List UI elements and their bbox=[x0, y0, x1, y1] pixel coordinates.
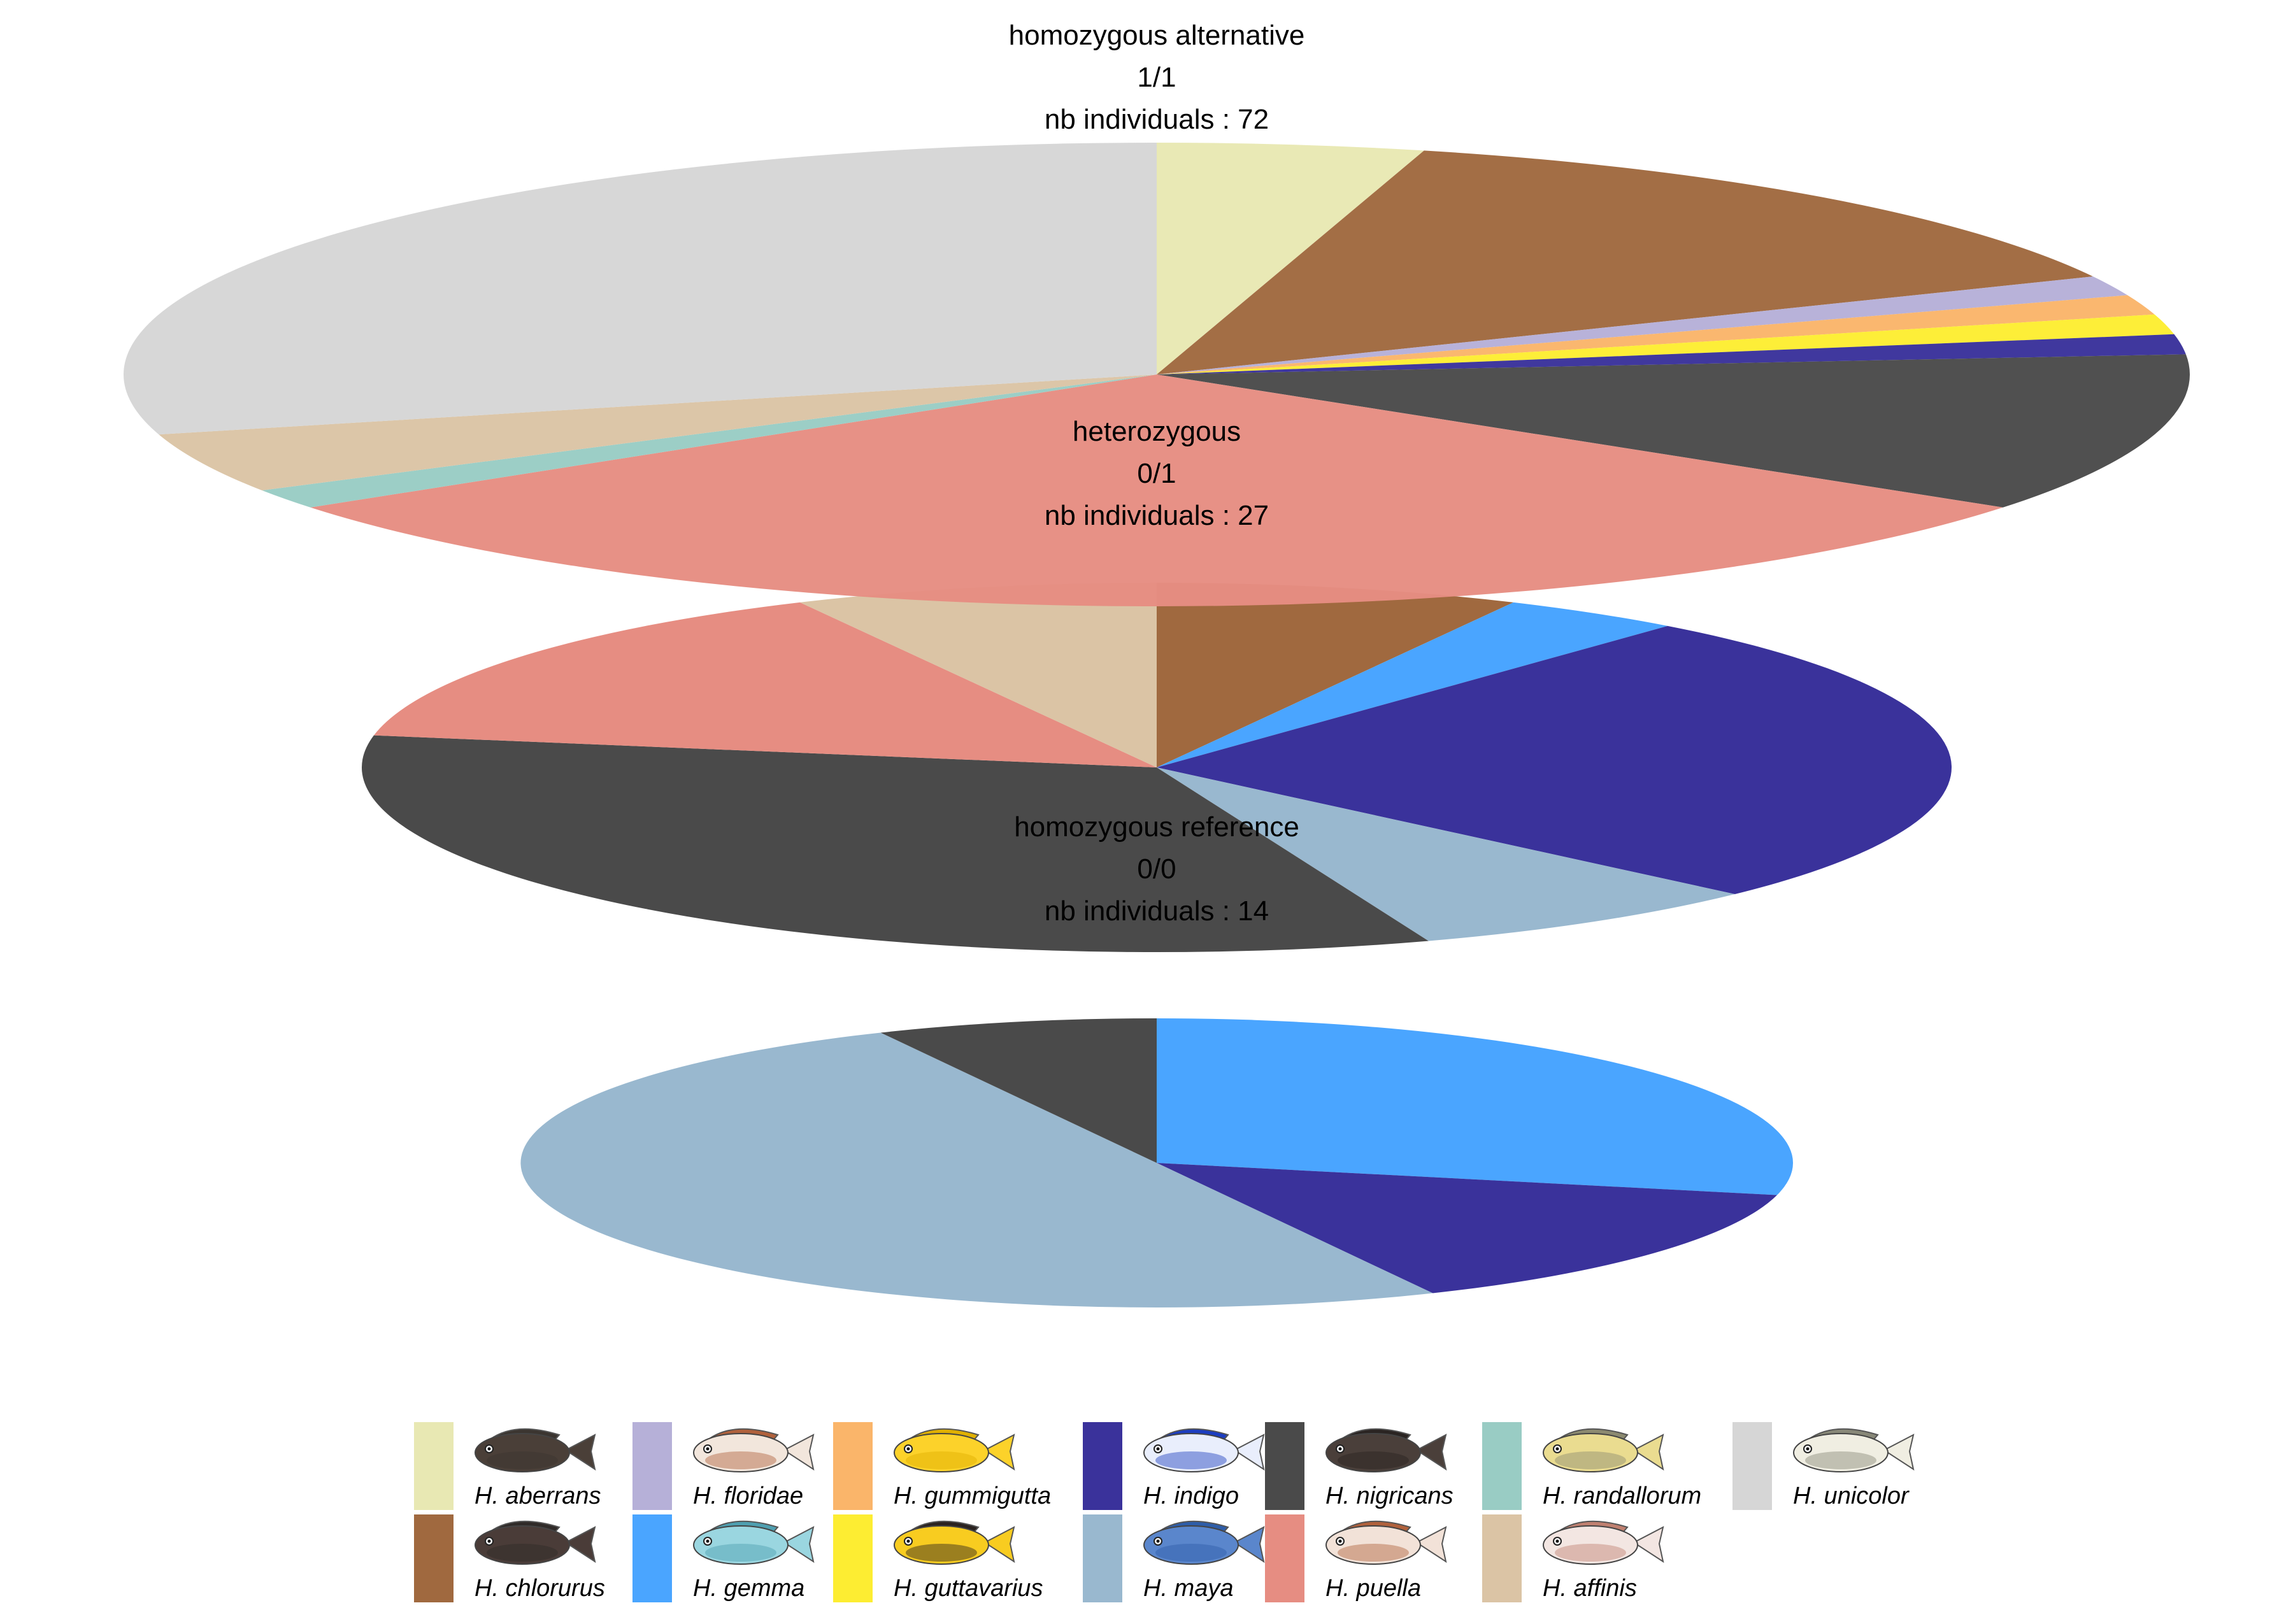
pie-2-slice-h-gemma bbox=[1157, 602, 1668, 767]
legend-label-h-chlorurus: H. chlorurus bbox=[475, 1575, 605, 1602]
legend-item-h-nigricans: H. nigricans bbox=[1265, 1422, 1454, 1510]
fish-puella-icon bbox=[1325, 1520, 1447, 1565]
pie-1-slice-h-guttavarius bbox=[1157, 314, 2175, 374]
legend-label-h-floridae: H. floridae bbox=[693, 1483, 803, 1509]
legend-swatch-h-indigo bbox=[1083, 1422, 1122, 1510]
pie-1-slice-h-floridae bbox=[1157, 276, 2128, 374]
pie-1-slice-h-puella bbox=[310, 374, 2003, 606]
legend-label-h-indigo: H. indigo bbox=[1143, 1483, 1239, 1509]
pie-2-title-line-2: 0/1 bbox=[1137, 458, 1176, 489]
pie-2-slice-h-affinis bbox=[799, 583, 1157, 767]
legend-label-h-nigricans: H. nigricans bbox=[1325, 1483, 1454, 1509]
fish-maya-icon bbox=[1143, 1520, 1265, 1565]
legend-item-h-guttavarius: H. guttavarius bbox=[833, 1514, 1043, 1602]
legend-swatch-h-puella bbox=[1265, 1514, 1304, 1602]
legend-label-h-gemma: H. gemma bbox=[693, 1575, 804, 1602]
legend-item-h-gummigutta: H. gummigutta bbox=[833, 1422, 1051, 1510]
fish-aberrans-icon bbox=[475, 1428, 596, 1472]
pie-3-slice-h-gemma bbox=[1157, 1018, 1793, 1195]
legend-item-h-indigo: H. indigo bbox=[1083, 1422, 1265, 1510]
legend-swatch-h-chlorurus bbox=[414, 1514, 454, 1602]
legend-swatch-h-unicolor bbox=[1732, 1422, 1772, 1510]
pie-1-slice-h-unicolor bbox=[124, 143, 1157, 435]
legend-item-h-affinis: H. affinis bbox=[1482, 1514, 1664, 1602]
pie-2 bbox=[361, 583, 1952, 952]
fish-chlorurus-icon bbox=[475, 1520, 596, 1565]
pie-1-title-line-2: 1/1 bbox=[1137, 62, 1176, 93]
legend-label-h-randallorum: H. randallorum bbox=[1543, 1483, 1701, 1509]
legend-item-h-unicolor: H. unicolor bbox=[1732, 1422, 1915, 1510]
legend-label-h-maya: H. maya bbox=[1143, 1575, 1233, 1602]
pie-1-slice-h-affinis bbox=[159, 374, 1157, 490]
fish-unicolor-icon bbox=[1793, 1428, 1915, 1472]
legend-swatch-h-maya bbox=[1083, 1514, 1122, 1602]
legend-swatch-h-nigricans bbox=[1265, 1422, 1304, 1510]
legend-label-h-affinis: H. affinis bbox=[1543, 1575, 1637, 1602]
pie-3-slice-h-maya bbox=[520, 1032, 1433, 1307]
legend-item-h-maya: H. maya bbox=[1083, 1514, 1265, 1602]
pie-3 bbox=[520, 1018, 1793, 1307]
legend-swatch-h-guttavarius bbox=[833, 1514, 873, 1602]
pie-titles: homozygous alternative 1/1 nb individuals … bbox=[1009, 20, 1305, 927]
fish-gemma-icon bbox=[693, 1520, 815, 1565]
fish-affinis-icon bbox=[1543, 1520, 1664, 1565]
pie-1-slice-h-randallorum bbox=[262, 374, 1157, 508]
pie-1-title-line-1: homozygous alternative bbox=[1009, 20, 1305, 51]
legend-swatch-h-gummigutta bbox=[833, 1422, 873, 1510]
legend-swatch-h-randallorum bbox=[1482, 1422, 1522, 1510]
pie-3-title-line-1: homozygous reference bbox=[1014, 811, 1299, 843]
pie-2-slice-h-puella bbox=[373, 602, 1157, 767]
pie-1-slice-h-chlorurus bbox=[1157, 150, 2094, 374]
pie-1-slice-h-gummigutta bbox=[1157, 295, 2155, 374]
pie-2-title-line-3: nb individuals : 27 bbox=[1045, 500, 1269, 531]
legend-item-h-aberrans: H. aberrans bbox=[414, 1422, 601, 1510]
pie-1-slice-h-aberrans bbox=[1157, 143, 1424, 374]
legend-label-h-gummigutta: H. gummigutta bbox=[894, 1483, 1051, 1509]
pie-2-slice-h-indigo bbox=[1157, 625, 1952, 895]
legend-item-h-randallorum: H. randallorum bbox=[1482, 1422, 1701, 1510]
legend: H. aberrans H. floridae H. gummigutta H. in… bbox=[414, 1422, 1915, 1602]
pie-1-title-line-3: nb individuals : 72 bbox=[1045, 104, 1269, 135]
pie-1 bbox=[124, 143, 2190, 606]
fish-guttavarius-icon bbox=[894, 1520, 1015, 1565]
pies-layer bbox=[124, 143, 2190, 1307]
pie-2-slice-h-maya bbox=[1157, 767, 1735, 941]
legend-label-h-aberrans: H. aberrans bbox=[475, 1483, 601, 1509]
pie-2-slice-h-chlorurus bbox=[1157, 583, 1514, 767]
pie-2-slice-h-nigricans bbox=[361, 735, 1429, 952]
fish-randallorum-icon bbox=[1543, 1428, 1664, 1472]
pie-3-title-line-2: 0/0 bbox=[1137, 853, 1176, 885]
fish-gummigutta-icon bbox=[894, 1428, 1015, 1472]
legend-label-h-unicolor: H. unicolor bbox=[1793, 1483, 1910, 1509]
legend-swatch-h-aberrans bbox=[414, 1422, 454, 1510]
fish-nigricans-icon bbox=[1325, 1428, 1447, 1472]
pie-1-slice-h-indigo bbox=[1157, 334, 2186, 374]
pie-3-title-line-3: nb individuals : 14 bbox=[1045, 895, 1269, 927]
legend-label-h-puella: H. puella bbox=[1325, 1575, 1421, 1602]
legend-item-h-puella: H. puella bbox=[1265, 1514, 1447, 1602]
legend-swatch-h-affinis bbox=[1482, 1514, 1522, 1602]
legend-label-h-guttavarius: H. guttavarius bbox=[894, 1575, 1043, 1602]
pie-3-slice-h-nigricans bbox=[880, 1018, 1157, 1163]
fish-floridae-icon bbox=[693, 1428, 815, 1472]
legend-swatch-h-gemma bbox=[632, 1514, 672, 1602]
legend-item-h-chlorurus: H. chlorurus bbox=[414, 1514, 605, 1602]
legend-item-h-gemma: H. gemma bbox=[632, 1514, 815, 1602]
pie-1-slice-h-nigricans bbox=[1157, 354, 2190, 508]
legend-item-h-floridae: H. floridae bbox=[632, 1422, 815, 1510]
legend-swatch-h-floridae bbox=[632, 1422, 672, 1510]
pie-2-title-line-1: heterozygous bbox=[1073, 416, 1241, 447]
fish-indigo-icon bbox=[1143, 1428, 1265, 1472]
pie-3-slice-h-indigo bbox=[1157, 1163, 1777, 1293]
